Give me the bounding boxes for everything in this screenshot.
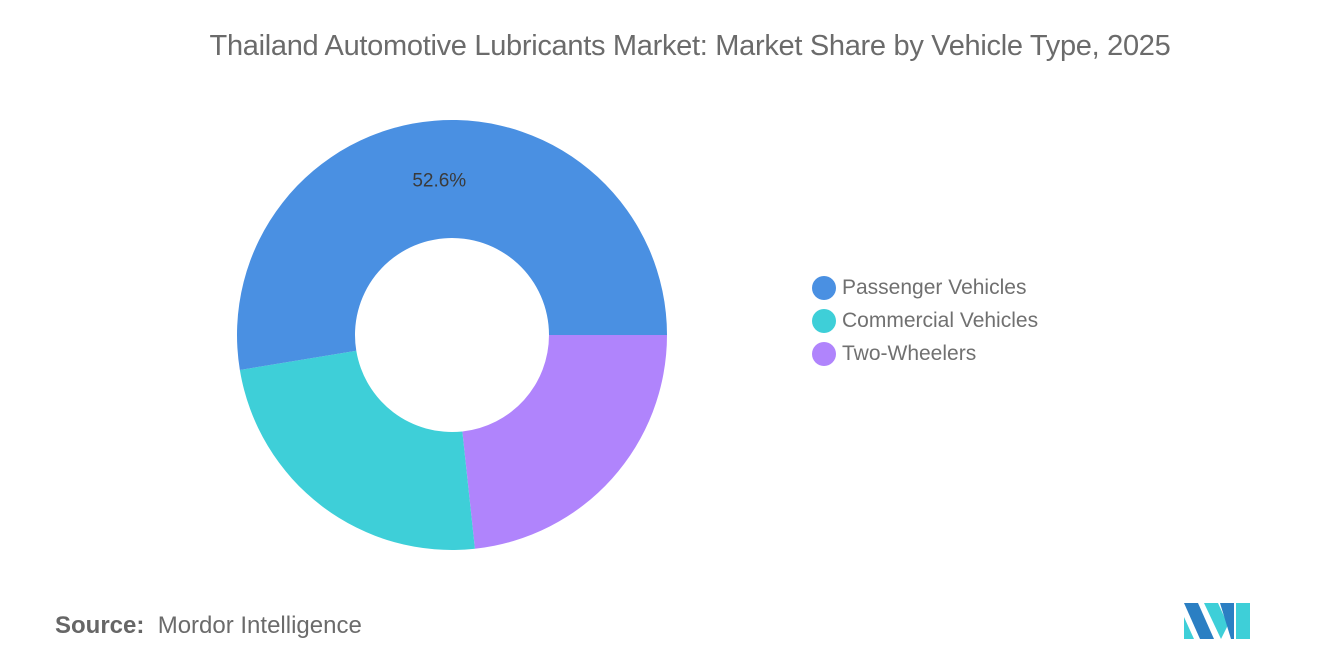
legend-swatch <box>812 275 836 300</box>
legend-label: Two-Wheelers <box>842 341 977 365</box>
legend: Passenger Vehicles Commercial Vehicles T… <box>812 271 1038 370</box>
source-note: Source: Mordor Intelligence <box>55 612 362 640</box>
data-label: 52.6% <box>412 171 466 192</box>
source-value: Mordor Intelligence <box>157 612 362 639</box>
slice-commercial-vehicles <box>239 350 475 550</box>
slice-two-wheelers <box>462 335 667 549</box>
legend-swatch <box>812 341 836 366</box>
legend-label: Commercial Vehicles <box>842 308 1039 332</box>
chart-title: Thailand Automotive Lubricants Market: M… <box>209 30 1171 62</box>
mordor-intelligence-logo <box>1184 603 1250 639</box>
legend-swatch <box>812 308 836 333</box>
source-label: Source: <box>55 612 145 639</box>
slice-passenger-vehicles <box>237 120 667 370</box>
legend-item-commercial-vehicles: Commercial Vehicles <box>812 304 1038 337</box>
legend-item-passenger-vehicles: Passenger Vehicles <box>812 271 1038 304</box>
legend-item-two-wheelers: Two-Wheelers <box>812 337 1038 370</box>
legend-label: Passenger Vehicles <box>842 275 1027 299</box>
